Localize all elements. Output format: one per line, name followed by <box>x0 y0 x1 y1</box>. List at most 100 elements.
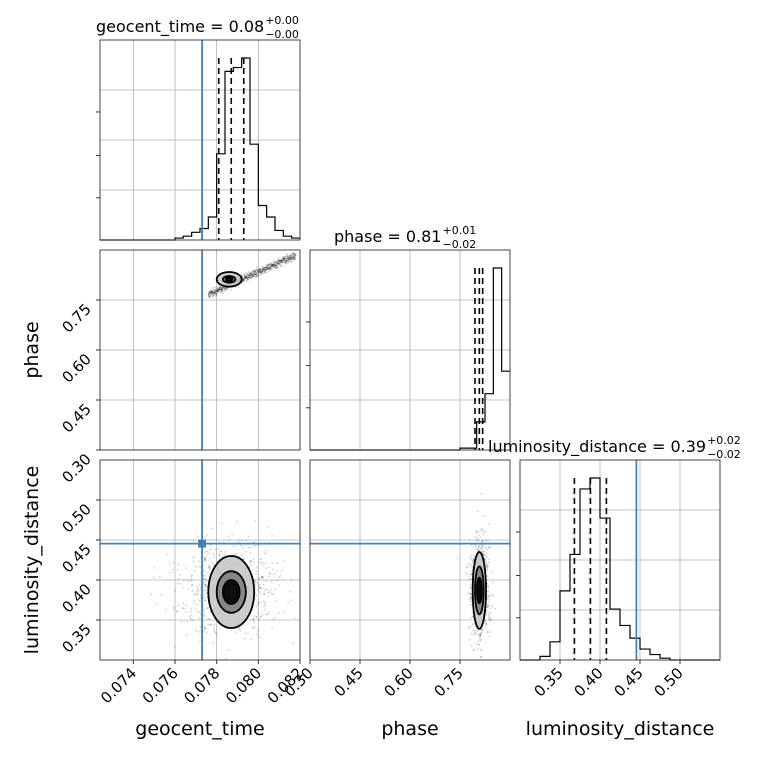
sample-point <box>480 631 483 634</box>
sample-point <box>213 291 216 294</box>
sample-point <box>212 286 215 289</box>
sample-point <box>274 265 276 267</box>
sample-point <box>206 631 208 634</box>
sample-point <box>211 290 213 293</box>
sample-point <box>195 629 197 632</box>
sample-point <box>218 553 221 556</box>
sample-point <box>212 291 215 294</box>
sample-point <box>471 611 474 614</box>
sample-point <box>281 261 283 263</box>
sample-point <box>215 634 218 637</box>
sample-point <box>487 595 490 598</box>
sample-point <box>284 260 286 263</box>
sample-point <box>271 264 274 267</box>
sample-point <box>255 615 258 618</box>
sample-point <box>477 545 480 548</box>
sample-point <box>276 259 279 262</box>
sample-point <box>254 270 256 273</box>
sample-point <box>271 626 274 629</box>
sample-point <box>280 258 283 261</box>
sample-point <box>208 290 211 293</box>
sample-point <box>257 544 260 547</box>
sample-point <box>197 591 200 593</box>
sample-point <box>279 260 282 263</box>
sample-point <box>263 268 266 271</box>
sample-point <box>269 572 272 575</box>
sample-point <box>466 572 468 575</box>
sample-point <box>203 583 206 586</box>
sample-point <box>224 286 226 289</box>
sample-point <box>263 603 266 606</box>
sample-point <box>293 253 295 256</box>
sample-point <box>270 262 273 264</box>
sample-point <box>214 290 216 293</box>
sample-point <box>479 634 482 637</box>
sample-point <box>267 267 270 270</box>
sample-point <box>263 266 266 269</box>
sample-point <box>283 261 286 263</box>
sample-point <box>210 291 213 294</box>
sample-point <box>252 625 254 628</box>
sample-point <box>271 562 274 564</box>
sample-point <box>250 273 253 276</box>
sample-point <box>205 585 208 588</box>
sample-point <box>291 258 294 261</box>
sample-point <box>278 260 281 263</box>
sample-point <box>228 648 230 651</box>
sample-point <box>265 580 268 583</box>
sample-point <box>488 523 491 526</box>
sample-point <box>476 510 479 513</box>
sample-point <box>481 629 484 632</box>
sample-point <box>186 620 189 623</box>
sample-point <box>267 266 270 269</box>
sample-point <box>267 263 269 266</box>
sample-point <box>260 575 263 578</box>
sample-point <box>260 562 263 565</box>
sample-point <box>303 613 305 615</box>
sample-point <box>257 270 259 273</box>
sample-point <box>477 545 480 547</box>
sample-point <box>213 292 216 295</box>
sample-point <box>276 262 279 265</box>
sample-point <box>482 539 484 542</box>
sample-point <box>221 287 223 289</box>
sample-point <box>263 593 266 595</box>
sample-point <box>487 605 490 608</box>
sample-point <box>468 577 471 580</box>
sample-point <box>215 293 218 296</box>
sample-point <box>208 290 211 293</box>
sample-point <box>268 268 271 271</box>
sample-point <box>253 545 255 548</box>
sample-point <box>222 541 225 544</box>
sample-point <box>257 269 260 272</box>
sample-point <box>281 569 283 572</box>
sample-point <box>284 259 287 262</box>
sample-point <box>248 276 250 279</box>
sample-point <box>470 600 472 603</box>
sample-point <box>474 630 477 633</box>
sample-point <box>467 562 470 565</box>
sample-point <box>244 274 247 277</box>
sample-point <box>486 555 488 558</box>
sample-point <box>263 608 266 611</box>
sample-point <box>185 567 188 569</box>
sample-point <box>478 632 481 635</box>
sample-point <box>246 273 249 276</box>
sample-point <box>209 293 211 296</box>
sample-point <box>271 263 274 266</box>
sample-point <box>267 264 270 267</box>
sample-point <box>466 566 469 569</box>
sample-point <box>487 540 489 543</box>
sample-point <box>488 595 491 598</box>
sample-point <box>485 560 488 563</box>
sample-point <box>260 271 263 274</box>
sample-point <box>256 577 259 580</box>
sample-point <box>265 588 268 591</box>
sample-point <box>268 572 271 575</box>
sample-point <box>249 276 251 278</box>
sample-point <box>261 266 264 269</box>
sample-point <box>204 556 207 558</box>
sample-point <box>477 629 480 632</box>
sample-point <box>270 265 272 268</box>
sample-point <box>485 623 488 626</box>
